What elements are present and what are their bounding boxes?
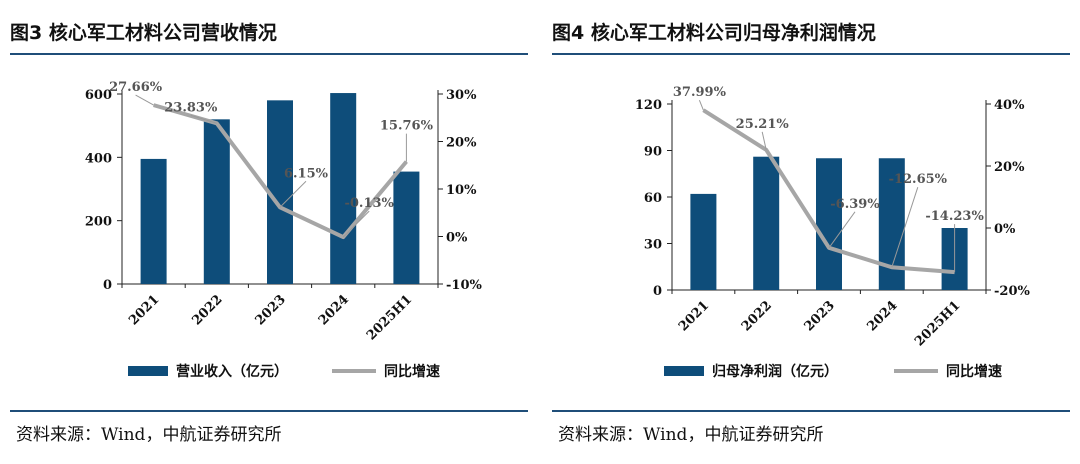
bar-2023 xyxy=(267,100,293,284)
data-label: 25.21% xyxy=(736,117,790,132)
source-note: 资料来源：Wind，中航证券研究所 xyxy=(16,425,282,445)
data-label-leader xyxy=(342,210,370,238)
x-tick-label: 2022 xyxy=(189,292,225,328)
right-tick-label: 20% xyxy=(994,160,1025,175)
right-tick-label: -20% xyxy=(994,284,1030,299)
chart-title: 图4 核心军工材料公司归母净利润情况 xyxy=(552,22,876,44)
bar-2021 xyxy=(140,158,167,284)
bar-2024 xyxy=(330,93,357,284)
data-label: -12.65% xyxy=(889,172,948,187)
x-tick-label: 2025H1 xyxy=(364,292,415,343)
data-label-leader xyxy=(891,187,919,268)
data-label: 6.15% xyxy=(284,166,329,181)
revenue-chart: 0 200 400 600 -10% 0% 10% 20% 30% 2021 2022 2023 202… xyxy=(85,80,483,380)
title-divider xyxy=(10,53,528,55)
right-tick-label: 30% xyxy=(446,88,477,103)
right-tick-label: 10% xyxy=(446,183,477,198)
left-tick-label: 200 xyxy=(85,215,112,230)
data-label-leader xyxy=(698,100,704,111)
right-tick-label: -10% xyxy=(446,278,482,293)
x-tick-label: 2024 xyxy=(316,292,352,328)
source-divider xyxy=(552,410,1070,412)
chart-title: 图3 核心军工材料公司营收情况 xyxy=(10,22,277,44)
legend-bar-swatch xyxy=(664,366,704,376)
x-tick-label: 2022 xyxy=(739,298,775,334)
data-label: -6.39% xyxy=(830,197,880,212)
legend-label: 同比增速 xyxy=(946,363,1002,380)
x-tick-label: 2023 xyxy=(253,292,289,328)
bar-2021 xyxy=(690,193,717,290)
source-divider xyxy=(10,410,528,412)
left-tick-label: 600 xyxy=(85,88,112,103)
data-label: 23.83% xyxy=(164,100,218,115)
left-tick-label: 0 xyxy=(653,284,662,299)
right-tick-label: 40% xyxy=(994,98,1025,113)
legend-label: 同比增速 xyxy=(384,363,440,380)
bar-2025H1 xyxy=(393,171,420,284)
left-tick-label: 30 xyxy=(644,238,662,253)
chart-panel-revenue: 图3 核心军工材料公司营收情况 0 200 400 600 -10% 0% 10% 20% 30… xyxy=(10,0,538,464)
bar-2022 xyxy=(753,156,780,290)
right-tick-label: 0% xyxy=(446,231,468,246)
data-label-leader xyxy=(828,211,856,249)
right-tick-label: 0% xyxy=(994,222,1016,237)
left-tick-label: 120 xyxy=(635,98,662,113)
left-tick-label: 60 xyxy=(644,191,662,206)
left-tick-label: 90 xyxy=(644,145,662,160)
x-tick-label: 2024 xyxy=(864,298,900,334)
x-tick-label: 2025H1 xyxy=(912,298,963,349)
right-tick-label: 20% xyxy=(446,136,477,151)
data-label-leader xyxy=(190,114,217,124)
bar-2022 xyxy=(203,119,230,284)
data-label: 37.99% xyxy=(673,85,727,100)
chart-panel-net-profit: 图4 核心军工材料公司归母净利润情况 0 30 60 90 120 -20% 0% 20% 40… xyxy=(552,0,1080,464)
net-profit-chart: 0 30 60 90 120 -20% 0% 20% 40% 2021 2022 2023 2024 20… xyxy=(635,85,1031,380)
left-tick-label: 400 xyxy=(85,151,112,166)
legend-label: 归母净利润（亿元） xyxy=(712,363,838,380)
bar-2023 xyxy=(816,158,842,290)
x-tick-label: 2021 xyxy=(676,298,712,334)
data-label-leader xyxy=(135,94,154,106)
source-note: 资料来源：Wind，中航证券研究所 xyxy=(558,425,824,445)
legend-bar-swatch xyxy=(128,366,168,376)
data-label: -14.23% xyxy=(925,209,984,224)
data-label-leader xyxy=(761,131,767,150)
data-label: -0.13% xyxy=(344,196,394,211)
data-label-leader xyxy=(279,180,307,208)
legend-label: 营业收入（亿元） xyxy=(176,363,288,380)
left-tick-label: 0 xyxy=(103,278,112,293)
x-tick-label: 2023 xyxy=(802,298,838,334)
data-label: 27.66% xyxy=(109,80,163,95)
x-tick-label: 2021 xyxy=(126,292,162,328)
data-label: 15.76% xyxy=(380,119,434,134)
title-divider xyxy=(552,53,1070,55)
